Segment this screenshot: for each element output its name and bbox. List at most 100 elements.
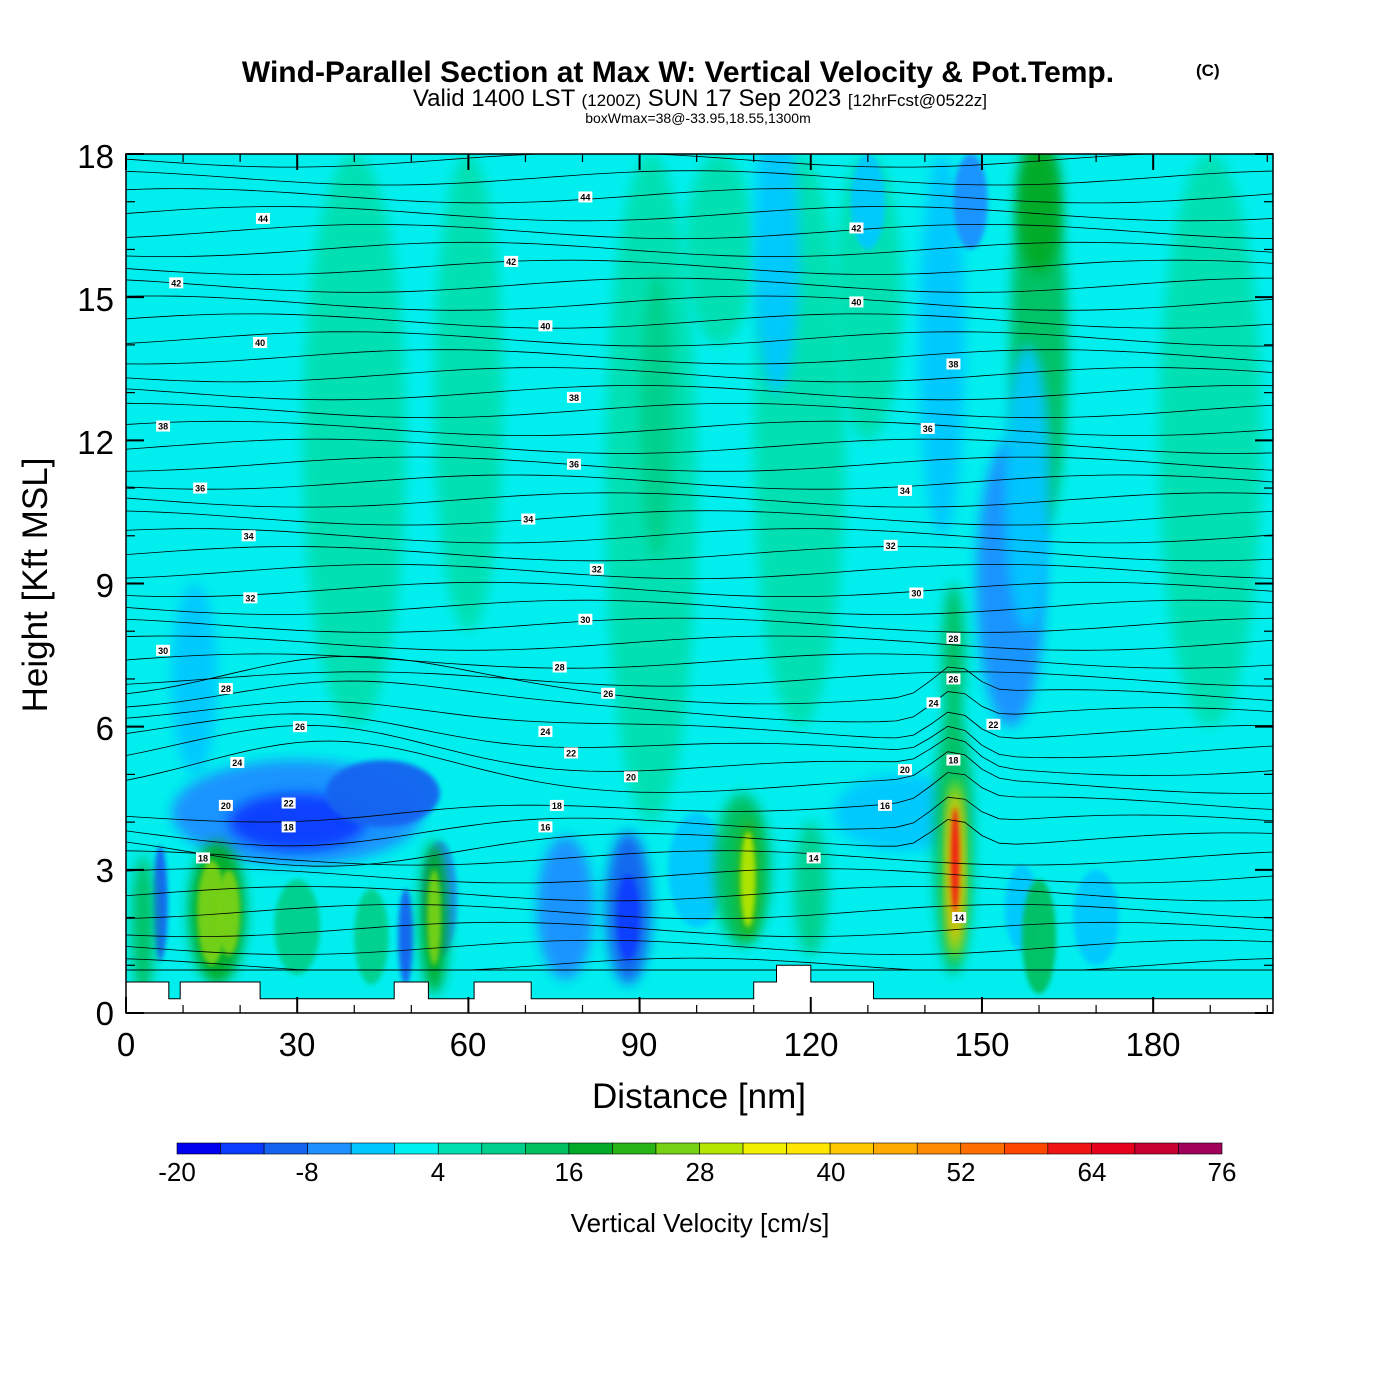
isentrope-line [126, 295, 1273, 311]
chart-subtitle: Valid 1400 LST (1200Z) SUN 17 Sep 2023 [… [413, 85, 987, 112]
contour-label: 34 [244, 531, 254, 541]
velocity-feature [753, 154, 800, 393]
velocity-feature [1073, 869, 1119, 966]
contour-label-box [909, 587, 924, 599]
isentrope-line [126, 819, 1273, 867]
velocity-feature [942, 583, 965, 727]
colorbar-swatch [786, 1142, 831, 1155]
chart-title: Wind-Parallel Section at Max W: Vertical… [242, 56, 1114, 89]
contour-label-box [883, 539, 898, 551]
contour-label-box [897, 764, 912, 776]
axis-ticks [125, 153, 1273, 1014]
contour-label-box [253, 337, 268, 349]
x-tick-label: 30 [279, 1026, 316, 1063]
y-tick-label: 0 [96, 995, 114, 1032]
chart-box-info: boxWmax=38@-33.95,18.55,1300m [585, 110, 811, 126]
contour-label-box [946, 632, 961, 644]
contour-label: 14 [809, 853, 819, 863]
isentrope-line [126, 349, 1273, 365]
subtitle-forecast: [12hrFcst@0522z] [848, 91, 987, 110]
isentrope-line [126, 599, 1273, 615]
contour-label: 42 [171, 278, 181, 288]
velocity-feature [616, 874, 640, 961]
isentrope-line [126, 259, 1273, 275]
x-tick-label: 90 [621, 1026, 658, 1063]
isentrope-line [126, 921, 1273, 937]
colorbar-swatch [960, 1142, 1005, 1155]
contour-label: 28 [948, 634, 958, 644]
contour-label-box [156, 420, 171, 432]
x-tick-label: 60 [450, 1026, 487, 1063]
contour-label: 26 [948, 674, 958, 684]
x-tick-label: 0 [117, 1026, 135, 1063]
contour-label: 16 [540, 822, 550, 832]
isentrope-line [126, 581, 1273, 597]
contour-label-box [566, 458, 581, 470]
velocity-feature [398, 888, 414, 985]
contour-labels: 44 42 40 38 36 34 32 30 28 26 24 22 20 18 18 44 42 40 38 36… [156, 191, 1001, 924]
contour-label: 44 [580, 192, 590, 202]
isentrope-line [126, 796, 1273, 847]
colorbar-swatch [1091, 1142, 1136, 1155]
contour-label-box [806, 852, 821, 864]
colorbar-tick-label: 4 [431, 1157, 445, 1187]
contour-label: 28 [221, 684, 231, 694]
contour-label-box [920, 422, 935, 434]
contour-label-box [538, 725, 553, 737]
isentrope-line [126, 456, 1273, 472]
contour-label: 14 [954, 913, 964, 923]
velocity-feature [1021, 879, 1057, 994]
contour-label-box [946, 358, 961, 370]
contour-label-box [549, 799, 564, 811]
contour-label-box [566, 391, 581, 403]
isentrope-line [126, 474, 1273, 490]
velocity-feature [1004, 344, 1051, 632]
contour-label: 18 [552, 801, 562, 811]
contour-label: 32 [886, 541, 896, 551]
velocity-feature [850, 154, 885, 250]
x-axis-label: Distance [nm] [592, 1077, 806, 1116]
contour-label-box [281, 821, 296, 833]
isentrope-line [126, 671, 1273, 687]
contour-label-box [946, 754, 961, 766]
subtitle-date: SUN 17 Sep 2023 [648, 85, 841, 112]
contour-label: 24 [232, 758, 242, 768]
plot-area [126, 154, 1273, 1013]
isentrope-line [126, 510, 1273, 526]
contour-label: 42 [851, 223, 861, 233]
isentrope-line [126, 700, 1273, 739]
velocity-feature [1158, 154, 1262, 727]
potential-temperature-contours [126, 154, 1273, 971]
y-tick-label: 18 [77, 138, 114, 175]
isentrope-line [126, 617, 1273, 633]
contour-label: 38 [948, 359, 958, 369]
velocity-feature [427, 869, 441, 966]
colorbar-title: Vertical Velocity [cm/s] [571, 1208, 830, 1238]
isentrope-line [126, 886, 1273, 902]
contour-label-box [601, 687, 616, 699]
velocity-feature [354, 888, 389, 985]
isentrope-line [126, 713, 1273, 759]
isentrope-line [126, 206, 1273, 222]
isentrope-line [126, 850, 1273, 866]
colorbar-swatch [1134, 1142, 1179, 1155]
copyright-mark: (C) [1196, 61, 1220, 80]
colorbar-swatch [263, 1142, 308, 1155]
colorbar-tick-label: 64 [1078, 1157, 1107, 1187]
velocity-feature [131, 855, 155, 999]
colorbar-tick-label: 76 [1208, 1157, 1237, 1187]
colorbar-swatch [394, 1142, 439, 1155]
contour-label-box [241, 530, 256, 542]
contour-label: 26 [295, 722, 305, 732]
colorbar-swatch [307, 1142, 352, 1155]
contour-label-box [564, 747, 579, 759]
contour-label-box [293, 721, 308, 733]
contour-label-box [504, 255, 519, 267]
isentrope-line [126, 635, 1273, 651]
contour-label: 38 [158, 422, 168, 432]
isentrope-line [126, 653, 1273, 669]
contour-label-box [578, 191, 593, 203]
contour-label-box [281, 797, 296, 809]
isentrope-line [126, 331, 1273, 347]
